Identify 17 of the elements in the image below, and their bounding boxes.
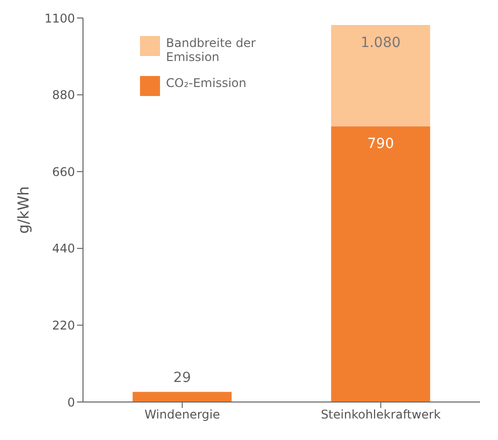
bar xyxy=(132,392,232,402)
y-tick-label: 0 xyxy=(67,395,75,410)
data-label: 790 xyxy=(367,136,394,152)
data-label: 29 xyxy=(173,370,192,386)
bar xyxy=(331,24,430,126)
x-tick-label: Windenergie xyxy=(144,408,220,422)
total-label: 1.080 xyxy=(360,34,401,51)
y-tick-label: 220 xyxy=(52,318,75,332)
x-tick-label: Steinkohlekraftwerk xyxy=(320,408,441,422)
y-axis-title: g/kWh xyxy=(14,186,32,234)
y-tick-label: 660 xyxy=(52,164,75,179)
y-tick-label: 880 xyxy=(52,88,75,102)
legend-label: Bandbreite der Emission xyxy=(166,36,256,64)
legend-label: CO₂-Emission xyxy=(166,76,248,90)
y-tick-label: 440 xyxy=(52,242,75,256)
y-tick-label: 1100 xyxy=(44,11,75,26)
bar xyxy=(331,126,430,402)
